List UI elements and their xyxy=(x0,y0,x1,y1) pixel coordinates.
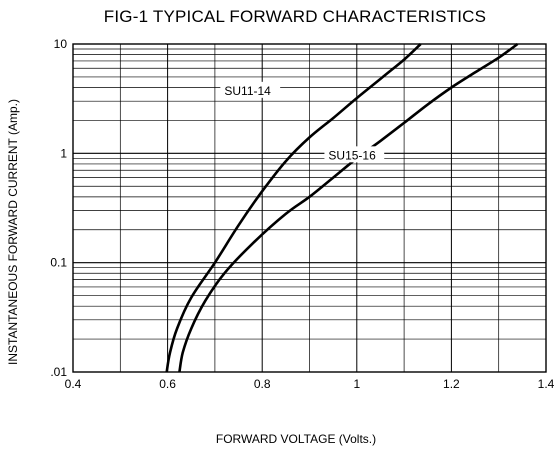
series-label-background xyxy=(220,81,281,98)
x-tick-label: 0.4 xyxy=(65,377,82,391)
series-line-su11-14 xyxy=(165,43,422,373)
plot-frame xyxy=(72,43,547,373)
x-tick-label: 1.4 xyxy=(538,377,555,391)
series-label-background xyxy=(324,146,385,163)
series-labels: SU11-14 SU15-16 xyxy=(220,81,385,163)
x-tick-label: 0.8 xyxy=(254,377,271,391)
y-tick-label: .01 xyxy=(50,365,67,379)
series-curves xyxy=(165,42,519,373)
y-tick-label: 10 xyxy=(54,37,68,51)
series-label: SU11-14 xyxy=(224,84,271,98)
y-axis-label: INSTANTANEOUS FORWARD CURRENT (Amp.) xyxy=(6,99,20,365)
series-line-su15-16 xyxy=(178,42,519,373)
x-tick-labels: 0.4 0.6 0.8 1 1.2 1.4 xyxy=(65,377,555,391)
y-tick-label: 0.1 xyxy=(50,256,67,270)
x-axis-label: FORWARD VOLTAGE (Volts.) xyxy=(216,432,376,446)
grid xyxy=(73,44,546,372)
y-tick-labels: 10 1 0.1 .01 xyxy=(50,37,67,379)
x-tick-label: 1.2 xyxy=(443,377,460,391)
x-tick-label: 0.6 xyxy=(159,377,176,391)
y-tick-label: 1 xyxy=(60,146,67,160)
series-label: SU15-16 xyxy=(328,148,376,162)
chart-title: FIG-1 TYPICAL FORWARD CHARACTERISTICS xyxy=(104,7,486,26)
x-tick-label: 1 xyxy=(353,377,360,391)
